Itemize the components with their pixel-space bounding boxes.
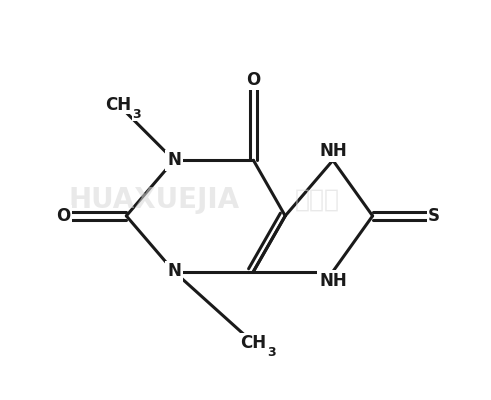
Text: S: S	[428, 207, 440, 225]
Text: 3: 3	[267, 346, 275, 360]
Text: O: O	[246, 71, 261, 89]
Text: O: O	[56, 207, 71, 225]
Text: NH: NH	[319, 142, 347, 160]
Text: CH: CH	[106, 96, 132, 114]
Text: 3: 3	[132, 108, 140, 121]
Text: NH: NH	[319, 272, 347, 290]
Text: N: N	[167, 151, 181, 169]
Text: HUAXUEJIA: HUAXUEJIA	[69, 186, 240, 214]
Text: N: N	[167, 262, 181, 280]
Text: 化学家: 化学家	[295, 188, 339, 212]
Text: CH: CH	[241, 334, 267, 352]
